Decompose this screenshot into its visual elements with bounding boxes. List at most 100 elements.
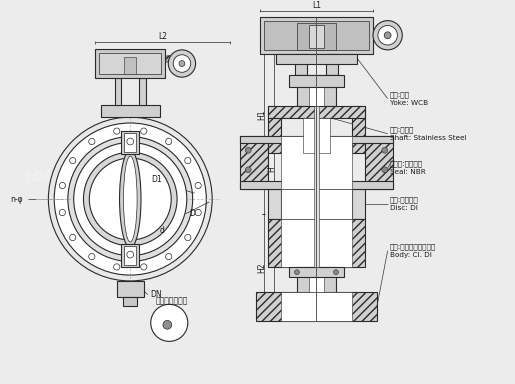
- Circle shape: [127, 251, 134, 258]
- Bar: [308, 77, 324, 106]
- Bar: [99, 53, 162, 74]
- Bar: [124, 296, 137, 306]
- Text: D1: D1: [152, 175, 162, 184]
- Text: Shaft: Stainless Steel: Shaft: Stainless Steel: [390, 135, 466, 141]
- Circle shape: [173, 55, 191, 72]
- Circle shape: [179, 61, 185, 66]
- Text: L2: L2: [158, 32, 167, 41]
- Bar: [139, 78, 146, 106]
- Bar: [289, 267, 344, 277]
- Circle shape: [245, 167, 251, 173]
- Circle shape: [245, 147, 251, 153]
- Bar: [289, 75, 344, 87]
- Bar: [297, 267, 336, 292]
- Circle shape: [89, 158, 171, 240]
- Circle shape: [384, 32, 391, 39]
- Bar: [268, 218, 365, 267]
- Circle shape: [89, 138, 95, 145]
- Text: hbz...: hbz...: [24, 163, 68, 186]
- Bar: [365, 136, 392, 189]
- Circle shape: [70, 234, 76, 241]
- Circle shape: [68, 137, 193, 262]
- Circle shape: [382, 147, 388, 153]
- Circle shape: [163, 320, 171, 329]
- Bar: [297, 75, 336, 106]
- Bar: [241, 136, 268, 189]
- Circle shape: [70, 157, 76, 164]
- Bar: [256, 292, 377, 321]
- Bar: [122, 244, 139, 267]
- Bar: [268, 106, 365, 118]
- Text: 支架:碳钢: 支架:碳钢: [390, 91, 409, 98]
- Circle shape: [166, 138, 172, 145]
- Circle shape: [127, 138, 134, 145]
- Bar: [281, 292, 352, 321]
- Bar: [125, 133, 136, 152]
- Text: L1: L1: [312, 1, 321, 10]
- Circle shape: [195, 182, 201, 189]
- Bar: [303, 118, 330, 153]
- Bar: [297, 23, 336, 50]
- Bar: [326, 54, 338, 75]
- Circle shape: [195, 209, 201, 216]
- Text: 密封圈局部放大: 密封圈局部放大: [156, 296, 188, 305]
- Bar: [308, 269, 324, 292]
- Bar: [314, 106, 319, 267]
- Text: Disc: DI: Disc: DI: [390, 205, 418, 211]
- Circle shape: [378, 25, 398, 45]
- Circle shape: [166, 253, 172, 260]
- Circle shape: [74, 142, 187, 256]
- Ellipse shape: [124, 156, 137, 242]
- Bar: [125, 57, 136, 74]
- Circle shape: [59, 182, 65, 189]
- Circle shape: [114, 264, 120, 270]
- Text: 密封圈:丁青橡胶: 密封圈:丁青橡胶: [390, 161, 423, 167]
- Bar: [281, 136, 352, 189]
- Circle shape: [334, 270, 338, 275]
- Text: Yoke: WCB: Yoke: WCB: [390, 99, 428, 106]
- Bar: [264, 21, 369, 50]
- Text: n-φ: n-φ: [10, 195, 23, 204]
- Text: H1: H1: [258, 110, 266, 121]
- Text: H: H: [267, 166, 276, 172]
- Circle shape: [382, 167, 388, 173]
- Bar: [352, 189, 365, 218]
- Text: D: D: [189, 209, 195, 218]
- Text: DN: DN: [150, 290, 161, 299]
- Circle shape: [185, 157, 191, 164]
- Bar: [122, 131, 139, 154]
- Text: 转轴:不锈钢: 转轴:不锈钢: [390, 126, 414, 133]
- Circle shape: [151, 305, 188, 341]
- Circle shape: [114, 128, 120, 134]
- Text: H2: H2: [258, 262, 266, 273]
- Bar: [268, 189, 281, 218]
- Circle shape: [168, 50, 196, 77]
- Circle shape: [141, 264, 147, 270]
- Bar: [308, 25, 324, 48]
- Bar: [281, 189, 352, 218]
- Bar: [115, 78, 122, 106]
- Circle shape: [48, 117, 212, 281]
- Bar: [268, 106, 281, 153]
- Circle shape: [89, 253, 95, 260]
- Bar: [241, 182, 392, 189]
- Ellipse shape: [119, 150, 141, 248]
- Circle shape: [185, 234, 191, 241]
- Bar: [116, 281, 144, 296]
- Text: 阀体:灰铸铁、球墨铸铁: 阀体:灰铸铁、球墨铸铁: [390, 243, 436, 250]
- Bar: [241, 136, 392, 144]
- Bar: [95, 49, 165, 78]
- Circle shape: [83, 152, 177, 246]
- Bar: [125, 246, 136, 265]
- Circle shape: [54, 123, 207, 275]
- Text: 阀板:球墨铸铁: 阀板:球墨铸铁: [390, 197, 418, 203]
- Text: d: d: [160, 226, 164, 235]
- Bar: [260, 17, 373, 54]
- Bar: [276, 54, 357, 63]
- Polygon shape: [156, 56, 183, 72]
- Circle shape: [295, 270, 299, 275]
- Bar: [101, 106, 160, 117]
- Circle shape: [141, 128, 147, 134]
- Text: Body: CI. DI: Body: CI. DI: [390, 252, 432, 258]
- Bar: [352, 106, 365, 153]
